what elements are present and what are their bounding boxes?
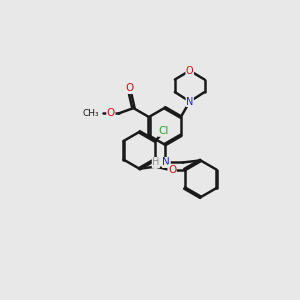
- Text: O: O: [126, 83, 134, 94]
- Text: O: O: [168, 165, 176, 175]
- Text: Cl: Cl: [158, 126, 169, 136]
- Text: O: O: [186, 66, 194, 76]
- Text: N: N: [186, 97, 194, 106]
- Text: CH₃: CH₃: [82, 109, 99, 118]
- Text: H: H: [152, 158, 160, 167]
- Text: N: N: [163, 158, 170, 167]
- Text: O: O: [107, 108, 115, 118]
